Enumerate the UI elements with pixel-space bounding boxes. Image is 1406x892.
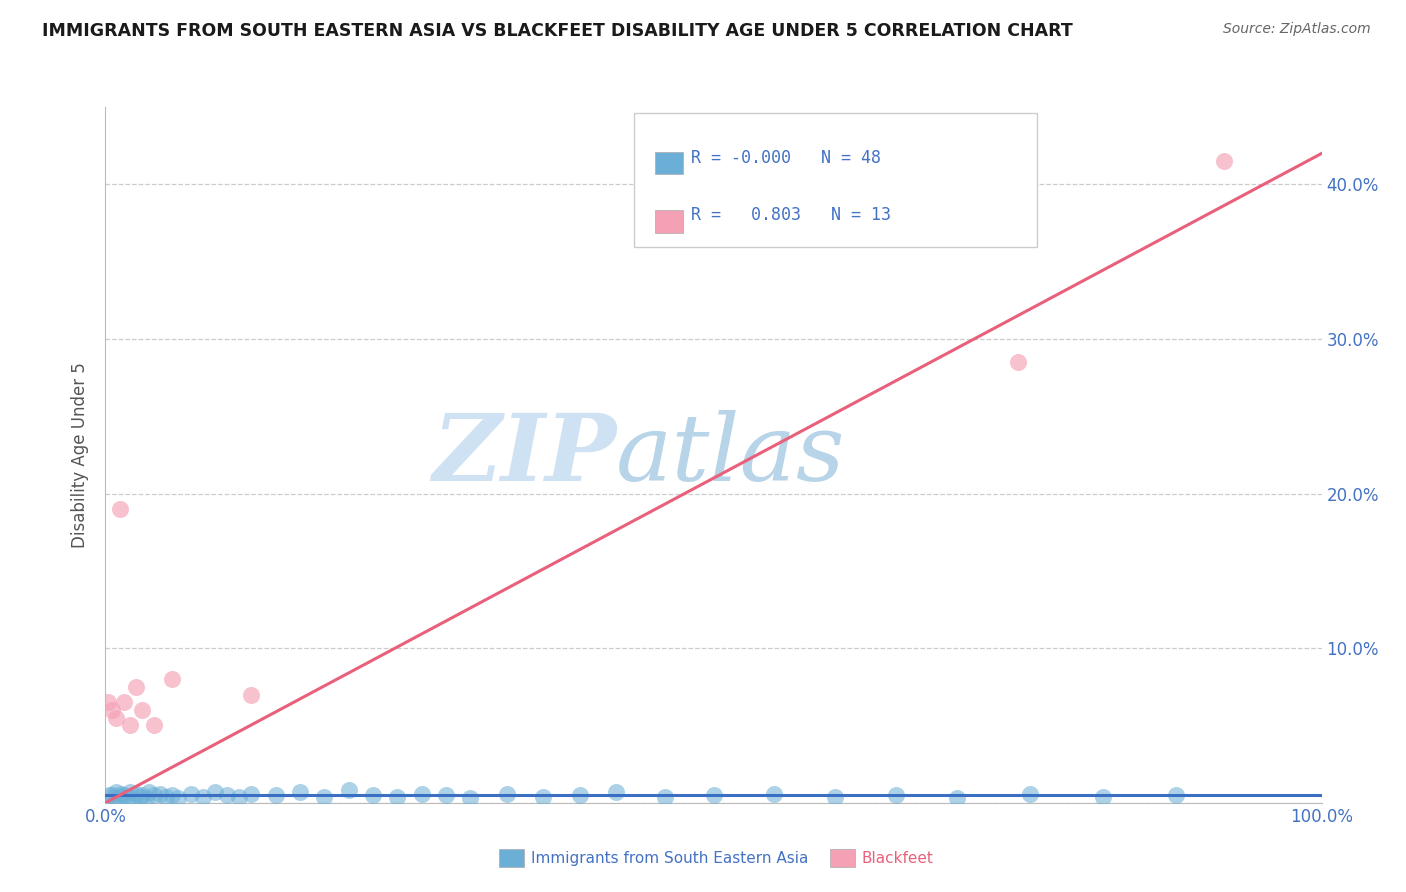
Point bbox=[162, 672, 184, 686]
Point bbox=[128, 789, 150, 804]
Point bbox=[162, 788, 184, 802]
Point bbox=[108, 502, 131, 516]
Point bbox=[1091, 789, 1114, 804]
Point bbox=[337, 783, 360, 797]
Point bbox=[97, 695, 120, 709]
Point bbox=[288, 785, 311, 799]
Point bbox=[112, 788, 135, 802]
Point bbox=[1018, 787, 1040, 801]
Point bbox=[264, 788, 287, 802]
Point bbox=[495, 787, 517, 801]
Point bbox=[1007, 355, 1029, 369]
Point bbox=[763, 787, 786, 801]
Text: Blackfeet: Blackfeet bbox=[862, 851, 934, 865]
Point bbox=[605, 785, 627, 799]
Point bbox=[131, 788, 153, 802]
Point bbox=[217, 788, 239, 802]
Point bbox=[387, 789, 409, 804]
Point bbox=[112, 695, 135, 709]
Point bbox=[314, 789, 336, 804]
Point bbox=[100, 703, 122, 717]
Point bbox=[1213, 154, 1236, 169]
Point bbox=[824, 789, 846, 804]
Point bbox=[125, 680, 148, 694]
Point bbox=[105, 711, 128, 725]
Point bbox=[167, 791, 190, 805]
Point bbox=[568, 788, 591, 802]
Point bbox=[361, 788, 384, 802]
Point bbox=[121, 791, 143, 805]
Point bbox=[411, 787, 433, 801]
Point bbox=[240, 787, 263, 801]
Text: ZIP: ZIP bbox=[432, 410, 616, 500]
Point bbox=[180, 787, 202, 801]
Point bbox=[118, 718, 141, 732]
Point bbox=[135, 791, 157, 805]
Point bbox=[143, 788, 166, 802]
Point bbox=[945, 791, 967, 805]
Point bbox=[125, 787, 148, 801]
Point bbox=[155, 789, 177, 804]
Point bbox=[117, 789, 139, 804]
Point bbox=[103, 791, 125, 805]
Point bbox=[191, 789, 214, 804]
Point bbox=[138, 785, 160, 799]
Point bbox=[131, 703, 153, 717]
Point bbox=[110, 787, 132, 801]
Text: atlas: atlas bbox=[616, 410, 846, 500]
Point bbox=[149, 787, 172, 801]
Point bbox=[118, 785, 141, 799]
Point bbox=[702, 788, 725, 802]
Point bbox=[105, 785, 128, 799]
Text: Source: ZipAtlas.com: Source: ZipAtlas.com bbox=[1223, 22, 1371, 37]
Point bbox=[98, 788, 121, 802]
Text: Immigrants from South Eastern Asia: Immigrants from South Eastern Asia bbox=[531, 851, 808, 865]
Point bbox=[240, 688, 263, 702]
Point bbox=[654, 789, 676, 804]
Y-axis label: Disability Age Under 5: Disability Age Under 5 bbox=[72, 362, 90, 548]
Point bbox=[1164, 788, 1187, 802]
Point bbox=[458, 791, 481, 805]
Point bbox=[108, 789, 131, 804]
Point bbox=[204, 785, 226, 799]
Text: R =   0.803   N = 13: R = 0.803 N = 13 bbox=[692, 206, 891, 224]
Point bbox=[531, 789, 554, 804]
Point bbox=[228, 789, 250, 804]
Point bbox=[434, 788, 457, 802]
Text: IMMIGRANTS FROM SOUTH EASTERN ASIA VS BLACKFEET DISABILITY AGE UNDER 5 CORRELATI: IMMIGRANTS FROM SOUTH EASTERN ASIA VS BL… bbox=[42, 22, 1073, 40]
Point bbox=[143, 718, 166, 732]
Point bbox=[884, 788, 907, 802]
Text: R = -0.000   N = 48: R = -0.000 N = 48 bbox=[692, 149, 882, 167]
Point bbox=[100, 788, 122, 802]
